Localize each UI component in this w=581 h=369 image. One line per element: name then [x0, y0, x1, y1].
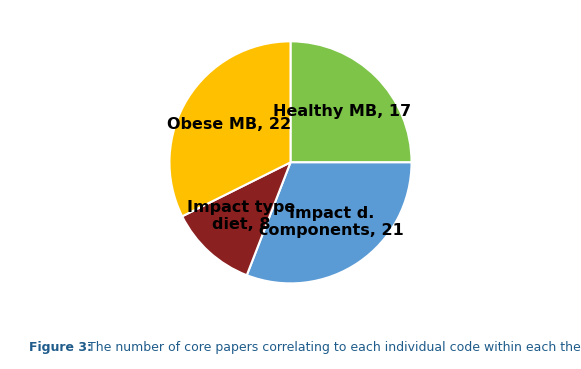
Text: Obese MB, 22: Obese MB, 22 [167, 117, 291, 132]
Wedge shape [182, 162, 290, 275]
Text: Impact type
diet, 8: Impact type diet, 8 [188, 200, 296, 232]
Wedge shape [170, 41, 290, 216]
Text: The number of core papers correlating to each individual code within each theme.: The number of core papers correlating to… [84, 341, 581, 354]
Text: Figure 3:: Figure 3: [29, 341, 92, 354]
Wedge shape [247, 162, 411, 283]
Wedge shape [290, 41, 411, 162]
Text: Healthy MB, 17: Healthy MB, 17 [273, 104, 411, 118]
Text: Impact d.
components, 21: Impact d. components, 21 [259, 206, 404, 238]
